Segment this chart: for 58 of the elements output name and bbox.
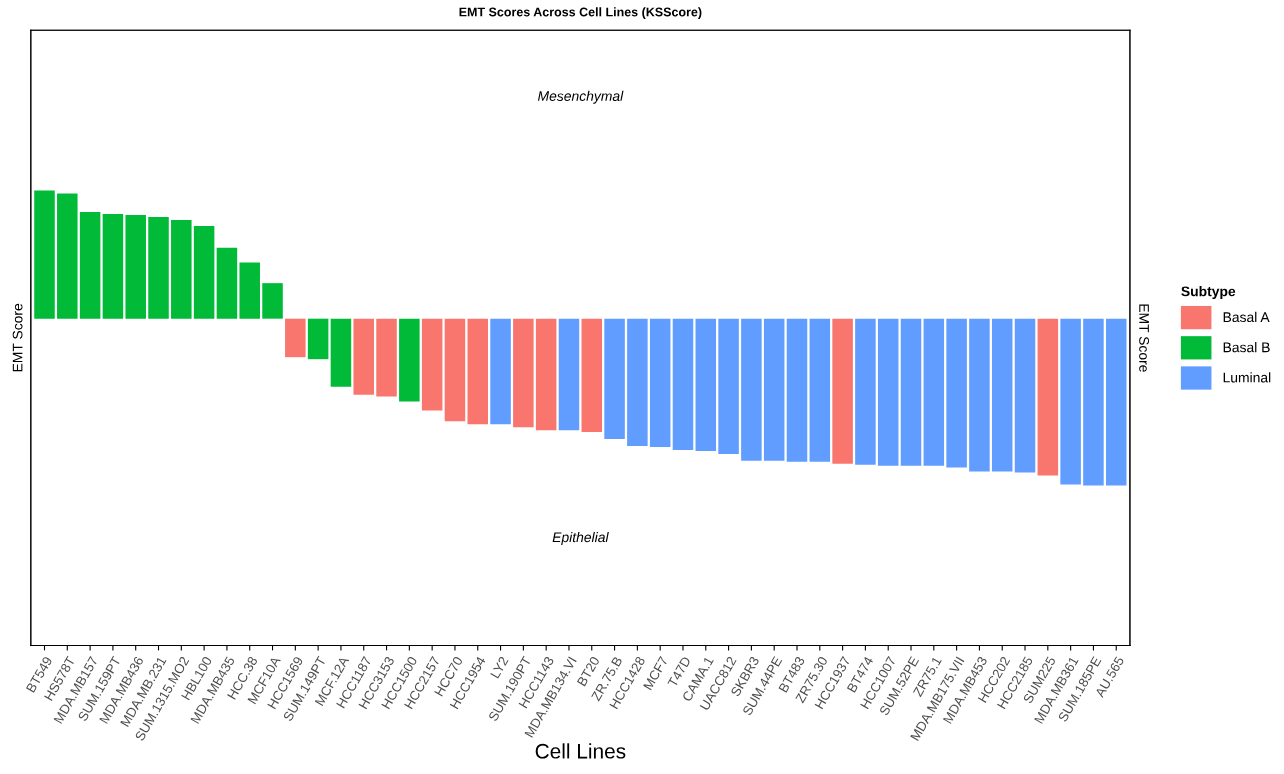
bar bbox=[1037, 318, 1059, 476]
bar bbox=[763, 318, 785, 461]
bar bbox=[604, 318, 625, 440]
bar bbox=[946, 318, 967, 468]
bar bbox=[148, 217, 169, 319]
bar bbox=[307, 318, 329, 360]
bar bbox=[34, 190, 55, 319]
bar bbox=[216, 247, 238, 319]
bar bbox=[695, 318, 717, 451]
bar bbox=[877, 318, 899, 466]
bar bbox=[809, 318, 831, 462]
x-axis-title: Cell Lines bbox=[535, 743, 626, 759]
bar bbox=[558, 318, 580, 431]
bar bbox=[855, 318, 876, 465]
bar bbox=[467, 318, 489, 425]
bar bbox=[330, 318, 352, 387]
bar bbox=[786, 318, 808, 462]
bar bbox=[57, 193, 78, 319]
bar bbox=[535, 318, 557, 431]
bar bbox=[399, 318, 420, 402]
bar bbox=[102, 214, 124, 319]
bar bbox=[125, 215, 146, 319]
bar bbox=[171, 219, 192, 319]
bar bbox=[627, 318, 648, 446]
bar bbox=[581, 318, 603, 433]
y-axis-title: EMT Score bbox=[12, 303, 23, 372]
text: Epithelial bbox=[552, 531, 609, 545]
bar bbox=[444, 318, 466, 422]
legend-title: Subtype bbox=[1181, 286, 1236, 300]
bar bbox=[832, 318, 853, 464]
bar bbox=[969, 318, 990, 472]
bar bbox=[421, 318, 443, 411]
bar bbox=[79, 212, 101, 319]
bar bbox=[1105, 318, 1127, 486]
legend-label: Basal A bbox=[1223, 311, 1270, 323]
bar bbox=[672, 318, 694, 450]
bar bbox=[649, 318, 671, 447]
legend-label: Basal B bbox=[1223, 342, 1270, 353]
bar bbox=[741, 318, 762, 461]
bar bbox=[239, 262, 260, 319]
bar bbox=[900, 318, 922, 466]
bar bbox=[376, 318, 397, 397]
bar bbox=[1083, 318, 1104, 486]
text: Mesenchymal bbox=[537, 90, 624, 104]
bar bbox=[490, 318, 511, 425]
bar bbox=[513, 318, 534, 428]
bar bbox=[718, 318, 739, 454]
bar bbox=[991, 318, 1013, 472]
bar bbox=[262, 283, 283, 319]
chart-title: EMT Scores Across Cell Lines (KSScore) bbox=[459, 7, 702, 19]
legend-label: Luminal bbox=[1223, 372, 1271, 383]
bar bbox=[923, 318, 945, 466]
bar bbox=[193, 225, 215, 319]
bar bbox=[353, 318, 374, 395]
y2-axis-title: EMT Score bbox=[1139, 304, 1149, 372]
bar bbox=[285, 318, 306, 358]
bar bbox=[1060, 318, 1081, 485]
bar bbox=[1014, 318, 1036, 473]
